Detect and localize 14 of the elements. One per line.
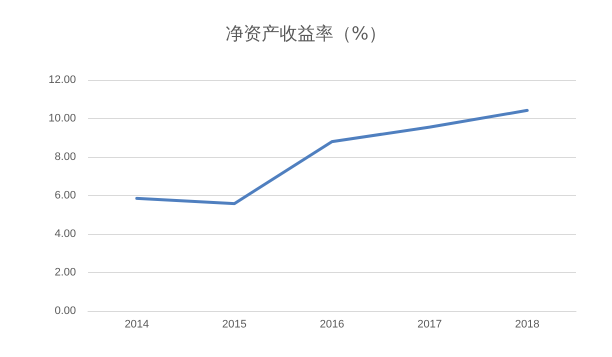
x-tick-label: 2014: [124, 318, 150, 330]
x-tick-label: 2018: [514, 318, 540, 330]
y-tick-label: 8.00: [54, 151, 76, 163]
y-tick-label: 0.00: [54, 305, 76, 317]
y-tick-label: 2.00: [54, 266, 76, 278]
x-tick-label: 2017: [417, 318, 442, 330]
y-tick-label: 12.00: [48, 74, 76, 86]
y-tick-label: 4.00: [54, 228, 76, 240]
y-tick-label: 6.00: [54, 190, 76, 202]
x-tick-label: 2016: [320, 318, 344, 330]
chart-title: 净资产收益率（%）: [225, 24, 387, 44]
x-tick-label: 2015: [222, 318, 247, 330]
y-tick-label: 10.00: [48, 112, 76, 124]
line-series: [135, 108, 529, 206]
